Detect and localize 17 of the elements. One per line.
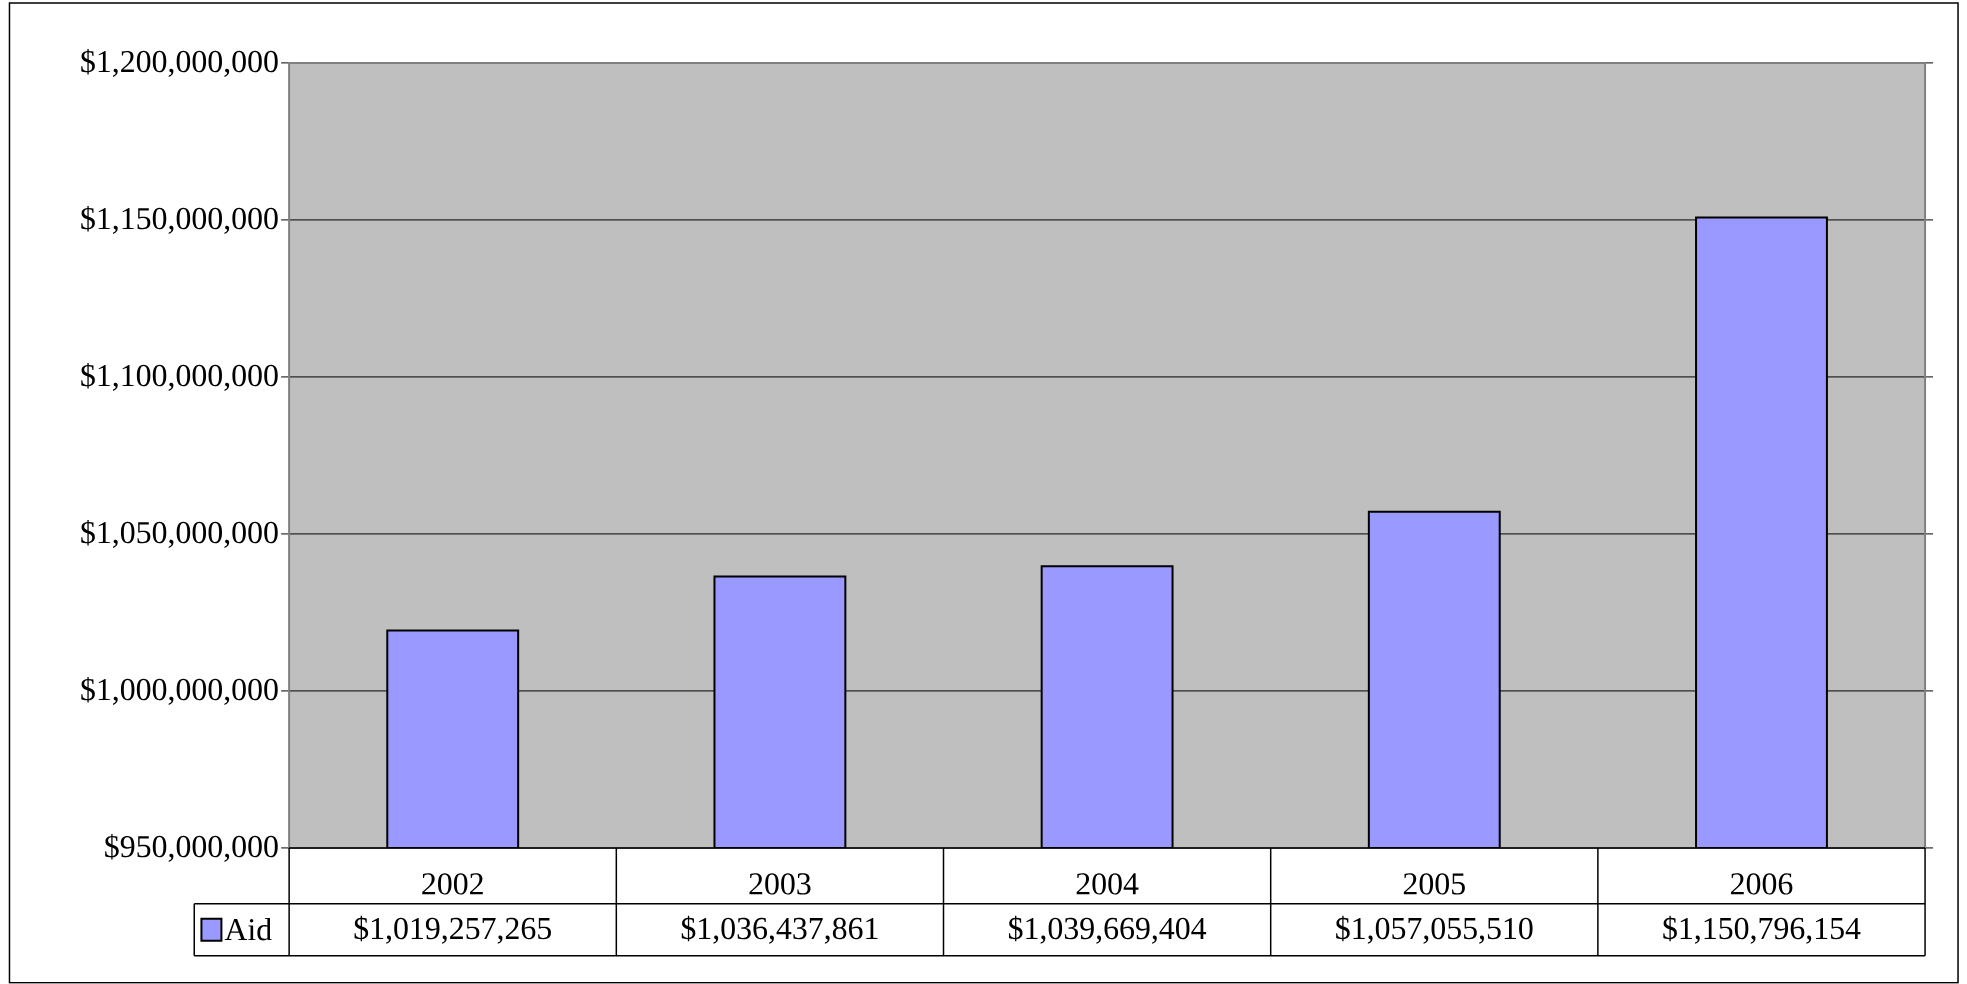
data-label: $1,019,257,265: [354, 915, 551, 944]
legend-label: Aid: [224, 918, 272, 941]
x-tick-label: 2004: [1076, 873, 1139, 895]
y-tick-label: $1,000,000,000: [81, 677, 278, 706]
y-tick-label: $1,050,000,000: [81, 520, 278, 549]
x-tick-label: 2005: [1403, 873, 1465, 895]
x-tick-label: 2002: [422, 873, 483, 895]
data-label: $1,057,055,510: [1336, 915, 1533, 944]
data-label: $1,150,796,154: [1663, 915, 1861, 944]
y-tick-label: $1,100,000,000: [81, 363, 278, 392]
data-label: $1,036,437,861: [681, 915, 878, 944]
y-tick-label: $1,200,000,000: [81, 49, 278, 78]
x-tick-label: 2003: [749, 873, 811, 895]
y-tick-label: $1,150,000,000: [81, 206, 278, 235]
x-tick-label: 2006: [1731, 873, 1793, 895]
y-tick-label: $950,000,000: [105, 834, 278, 863]
data-label: $1,039,669,404: [1008, 915, 1207, 944]
